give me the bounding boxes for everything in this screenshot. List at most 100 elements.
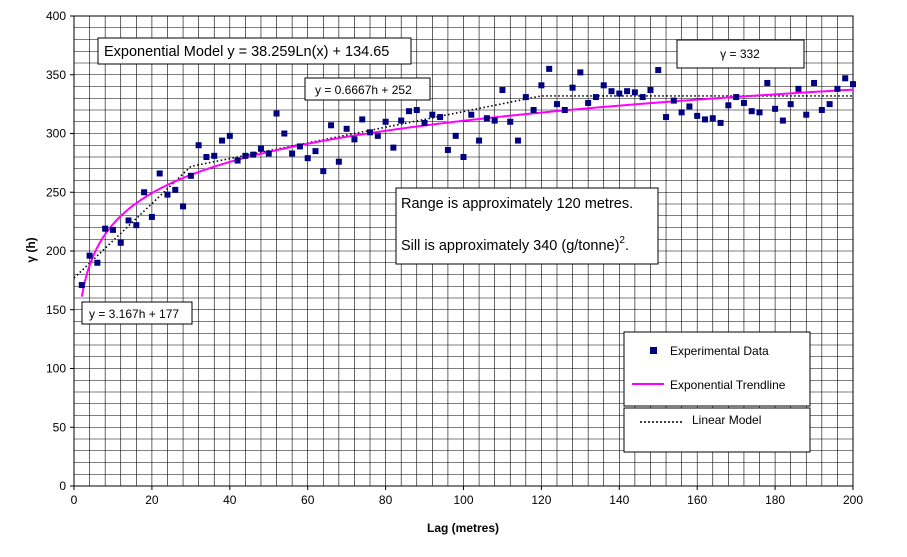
experimental-data-point (109, 226, 116, 233)
experimental-data-point (148, 213, 155, 220)
experimental-data-point (219, 137, 226, 144)
experimental-data-point (538, 82, 545, 89)
x-tick-label: 20 (145, 493, 159, 507)
experimental-data-point (631, 89, 638, 96)
experimental-data-point (553, 101, 560, 108)
experimental-data-point (717, 119, 724, 126)
experimental-data-point (608, 88, 615, 95)
y-tick-label: 250 (46, 185, 66, 199)
experimental-data-point (187, 172, 194, 179)
experimental-data-point (289, 150, 296, 157)
experimental-data-point (125, 217, 132, 224)
experimental-data-point (312, 148, 319, 155)
linear-model-series (73, 95, 853, 279)
range-text: Range is approximately 120 metres. (401, 196, 633, 212)
experimental-data-point (203, 154, 210, 160)
legend: Experimental Data Exponential Trendline … (623, 331, 811, 453)
experimental-data-point (460, 154, 467, 160)
experimental-data-point (655, 67, 662, 74)
x-tick-label: 180 (765, 493, 785, 507)
x-tick-label: 0 (71, 493, 78, 507)
legend-label-experimental: Experimental Data (670, 344, 769, 358)
experimental-data-point (546, 65, 553, 72)
experimental-data-point (530, 107, 537, 113)
sill-constant-text: γ = 332 (720, 47, 760, 61)
experimental-data-point (164, 191, 171, 198)
experimental-data-point (281, 130, 288, 137)
experimental-data-point (359, 116, 366, 123)
experimental-data-point (803, 111, 810, 118)
experimental-data-point (304, 155, 311, 162)
experimental-data-point (405, 108, 412, 115)
experimental-data-point (569, 84, 576, 91)
y-tick-label: 200 (46, 244, 66, 258)
experimental-data-point (343, 125, 350, 132)
experimental-data-point (421, 119, 428, 126)
experimental-data-point (444, 146, 451, 153)
experimental-data-point (522, 94, 529, 101)
experimental-data-point (452, 132, 459, 139)
experimental-data-point (483, 115, 490, 122)
experimental-data-point (834, 85, 841, 92)
experimental-data-point (756, 109, 763, 116)
y-tick-label: 400 (46, 9, 66, 23)
experimental-data-point (374, 132, 381, 139)
experimental-data-point (242, 152, 249, 159)
experimental-data-point (226, 132, 233, 139)
y-tick-label: 300 (46, 127, 66, 141)
linear-model-1-annotation: y = 3.167h + 177 (81, 301, 193, 325)
experimental-data-point (335, 158, 342, 165)
experimental-data-point (398, 117, 405, 124)
linear-model-1-text: y = 3.167h + 177 (89, 307, 179, 321)
experimental-data-point (826, 101, 833, 108)
y-tick-label: 0 (59, 479, 66, 493)
experimental-data-point (842, 75, 849, 82)
linear-model-2-text: y = 0.6667h + 252 (315, 83, 412, 97)
experimental-data-point (367, 129, 374, 136)
experimental-data-point (250, 151, 257, 158)
x-tick-label: 60 (301, 493, 315, 507)
experimental-data-point (787, 101, 794, 108)
experimental-data-point (195, 142, 202, 149)
experimental-data-series (78, 65, 856, 289)
experimental-data-point (764, 79, 771, 86)
experimental-data-point (561, 107, 568, 113)
experimental-data-point (585, 99, 592, 106)
experimental-data-point (78, 282, 85, 289)
experimental-data-point (296, 143, 303, 150)
experimental-data-point (701, 116, 708, 123)
exponential-trendline-series (80, 88, 854, 297)
experimental-data-point (265, 150, 272, 157)
experimental-data-point (694, 112, 701, 119)
range-sill-annotation: Range is approximately 120 metres. Sill … (395, 187, 659, 265)
experimental-data-point (725, 102, 732, 109)
experimental-data-point (102, 225, 109, 232)
experimental-data-point (779, 117, 786, 124)
experimental-data-point (328, 122, 335, 129)
sill-text: Sill is approximately 340 (g/tonne)2. (401, 235, 629, 254)
experimental-data-point (273, 110, 280, 117)
legend-label-linear: Linear Model (692, 413, 761, 427)
experimental-data-point (624, 88, 631, 95)
experimental-data-point (709, 115, 716, 122)
experimental-data-point (647, 87, 654, 94)
x-axis-title: Lag (metres) (427, 521, 499, 535)
experimental-data-point (351, 136, 358, 143)
x-tick-label: 100 (453, 493, 473, 507)
experimental-data-point (733, 94, 740, 101)
experimental-data-point (740, 99, 747, 106)
tick-labels: 0 20 40 60 80 100 120 140 160 180 200 0 50 100 150 200 2… (46, 9, 863, 507)
experimental-data-point (437, 114, 444, 121)
experimental-data-point (390, 144, 397, 151)
exponential-model-text: Exponential Model y = 38.259Ln(x) + 134.… (104, 44, 389, 60)
experimental-data-point (413, 107, 420, 113)
experimental-data-point (639, 94, 646, 101)
experimental-data-point (468, 111, 475, 118)
experimental-data-point (172, 186, 179, 193)
experimental-data-point (117, 239, 124, 246)
x-tick-label: 140 (609, 493, 629, 507)
experimental-data-point (795, 85, 802, 92)
experimental-data-point (86, 252, 93, 259)
exponential-trendline (80, 88, 854, 297)
